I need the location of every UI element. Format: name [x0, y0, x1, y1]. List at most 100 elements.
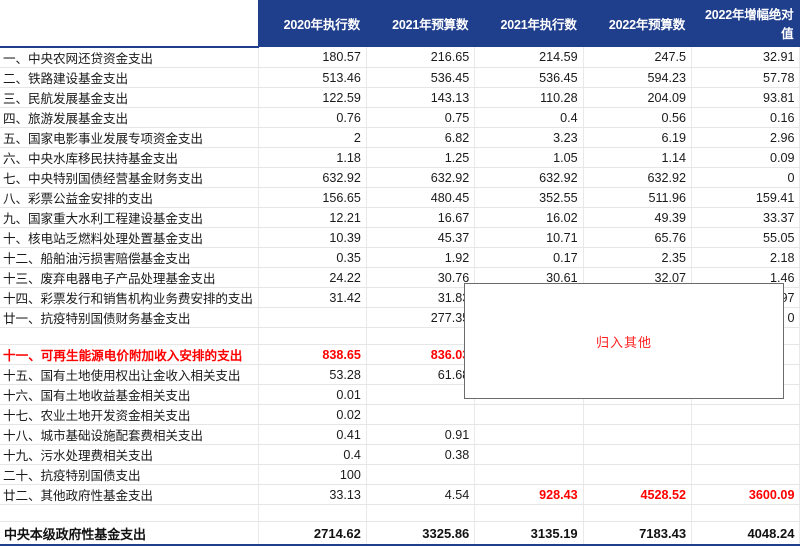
cover-annotation-label: 归入其他	[595, 334, 652, 350]
row-value-cell	[583, 424, 693, 445]
row-value-cell: 12.21	[258, 207, 367, 228]
row-value-cell	[474, 404, 584, 425]
row-value-cell: 2.35	[583, 247, 693, 268]
row-value-cell	[583, 444, 693, 465]
table-row: 八、彩票公益金安排的支出 156.65 480.45 352.55 511.96 159.…	[0, 187, 800, 208]
row-label	[0, 504, 259, 522]
row-value-cell	[583, 404, 693, 425]
row-value-cell: 24.22	[258, 267, 367, 288]
column-header-2020-actual: 2020年执行数	[258, 0, 367, 47]
column-header-2021-actual: 2021年执行数	[474, 0, 584, 47]
table-row: 二、铁路建设基金支出 513.46 536.45 536.45 594.23 57.78	[0, 67, 800, 88]
table-row: 一、中央农网还贷资金支出 180.57 216.65 214.59 247.5 32.91	[0, 47, 800, 68]
row-value-cell	[474, 424, 584, 445]
row-value-cell: 277.35	[366, 307, 476, 328]
row-value-cell: 2	[258, 127, 367, 148]
row-value-cell: 16.02	[474, 207, 584, 228]
row-value-cell	[366, 384, 476, 405]
row-value-cell: 0.56	[583, 107, 693, 128]
row-value-cell: 10.39	[258, 227, 367, 248]
row-value-cell: 511.96	[583, 187, 693, 208]
row-value-cell: 480.45	[366, 187, 476, 208]
row-value-cell: 30.76	[366, 267, 476, 288]
row-value-cell: 1.14	[583, 147, 693, 168]
table-row: 十七、农业土地开发资金相关支出 0.02	[0, 404, 800, 425]
row-value-cell: 632.92	[583, 167, 693, 188]
row-value-cell: 53.28	[258, 364, 367, 385]
table-row: 十九、污水处理费相关支出 0.4 0.38	[0, 444, 800, 465]
row-value-cell: 536.45	[366, 67, 476, 88]
row-label: 二、铁路建设基金支出	[0, 67, 259, 88]
row-value-cell: 122.59	[258, 87, 367, 108]
row-label: 三、民航发展基金支出	[0, 87, 259, 108]
row-label: 十一、可再生能源电价附加收入安排的支出	[0, 344, 259, 365]
row-value-cell: 0.91	[366, 424, 476, 445]
table-row: 十三、废弃电器电子产品处理基金支出 24.22 30.76 30.61 32.07 1.4…	[0, 267, 800, 288]
row-value-cell: 3.23	[474, 127, 584, 148]
row-value-cell: 513.46	[258, 67, 367, 88]
cover-annotation-box: 归入其他	[464, 283, 784, 399]
row-value-cell: 1.05	[474, 147, 584, 168]
row-label: 十三、废弃电器电子产品处理基金支出	[0, 267, 259, 288]
table-row: 十二、船舶油污损害赔偿基金支出 0.35 1.92 0.17 2.35 2.18	[0, 247, 800, 268]
row-label	[0, 327, 259, 345]
row-label: 十四、彩票发行和销售机构业务费安排的支出	[0, 287, 259, 308]
row-label: 十六、国有土地收益基金相关支出	[0, 384, 259, 405]
row-value-cell: 632.92	[366, 167, 476, 188]
row-label: 六、中央水库移民扶持基金支出	[0, 147, 259, 168]
table-row	[0, 504, 800, 522]
row-value-cell: 928.43	[474, 484, 584, 505]
row-value-cell: 65.76	[583, 227, 693, 248]
row-value-cell: 0.09	[691, 147, 800, 168]
row-value-cell: 594.23	[583, 67, 693, 88]
row-value-cell: 159.41	[691, 187, 800, 208]
row-value-cell	[474, 504, 584, 522]
table-header-row: 2020年执行数 2021年预算数 2021年执行数 2022年预算数 2022…	[0, 0, 800, 48]
row-value-cell: 214.59	[474, 47, 584, 68]
row-value-cell: 204.09	[583, 87, 693, 108]
column-header-2021-budget: 2021年预算数	[366, 0, 476, 47]
row-label: 四、旅游发展基金支出	[0, 107, 259, 128]
row-value-cell: 1.25	[366, 147, 476, 168]
table-row: 三、民航发展基金支出 122.59 143.13 110.28 204.09 93.81	[0, 87, 800, 108]
total-2021-budget: 3325.86	[366, 521, 476, 546]
row-label: 五、国家电影事业发展专项资金支出	[0, 127, 259, 148]
row-value-cell: 632.92	[258, 167, 367, 188]
row-label: 七、中央特别国债经营基金财务支出	[0, 167, 259, 188]
column-header-2022-budget: 2022年预算数	[583, 0, 693, 47]
row-value-cell: 352.55	[474, 187, 584, 208]
total-2022-budget: 7183.43	[583, 521, 693, 546]
row-value-cell	[474, 464, 584, 485]
table-foot: 中央本级政府性基金支出 2714.62 3325.86 3135.19 7183…	[0, 521, 800, 546]
row-value-cell: 836.03	[366, 344, 476, 365]
row-value-cell: 0.35	[258, 247, 367, 268]
row-value-cell: 4528.52	[583, 484, 693, 505]
row-value-cell: 143.13	[366, 87, 476, 108]
row-value-cell: 31.42	[258, 287, 367, 308]
row-value-cell: 536.45	[474, 67, 584, 88]
row-value-cell	[366, 327, 476, 345]
row-value-cell: 93.81	[691, 87, 800, 108]
row-value-cell: 632.92	[474, 167, 584, 188]
row-value-cell: 156.65	[258, 187, 367, 208]
row-value-cell: 0.41	[258, 424, 367, 445]
row-value-cell	[258, 504, 367, 522]
row-value-cell	[366, 404, 476, 425]
row-value-cell: 0.38	[366, 444, 476, 465]
row-value-cell: 0	[691, 167, 800, 188]
row-value-cell: 0.4	[474, 107, 584, 128]
row-value-cell	[366, 504, 476, 522]
row-value-cell: 0.75	[366, 107, 476, 128]
row-value-cell	[691, 504, 800, 522]
table-row: 六、中央水库移民扶持基金支出 1.18 1.25 1.05 1.14 0.09	[0, 147, 800, 168]
table-row: 九、国家重大水利工程建设基金支出 12.21 16.67 16.02 49.39 33.3…	[0, 207, 800, 228]
column-header-2022-growth-abs: 2022年增幅绝对值	[691, 0, 800, 47]
row-value-cell: 45.37	[366, 227, 476, 248]
table-row: 十八、城市基础设施配套费相关支出 0.41 0.91	[0, 424, 800, 445]
total-2021-actual: 3135.19	[474, 521, 584, 546]
row-value-cell: 2.96	[691, 127, 800, 148]
row-value-cell	[691, 464, 800, 485]
table-body: 一、中央农网还贷资金支出 180.57 216.65 214.59 247.5 32.91…	[0, 47, 800, 522]
table-head: 2020年执行数 2021年预算数 2021年执行数 2022年预算数 2022…	[0, 0, 800, 48]
